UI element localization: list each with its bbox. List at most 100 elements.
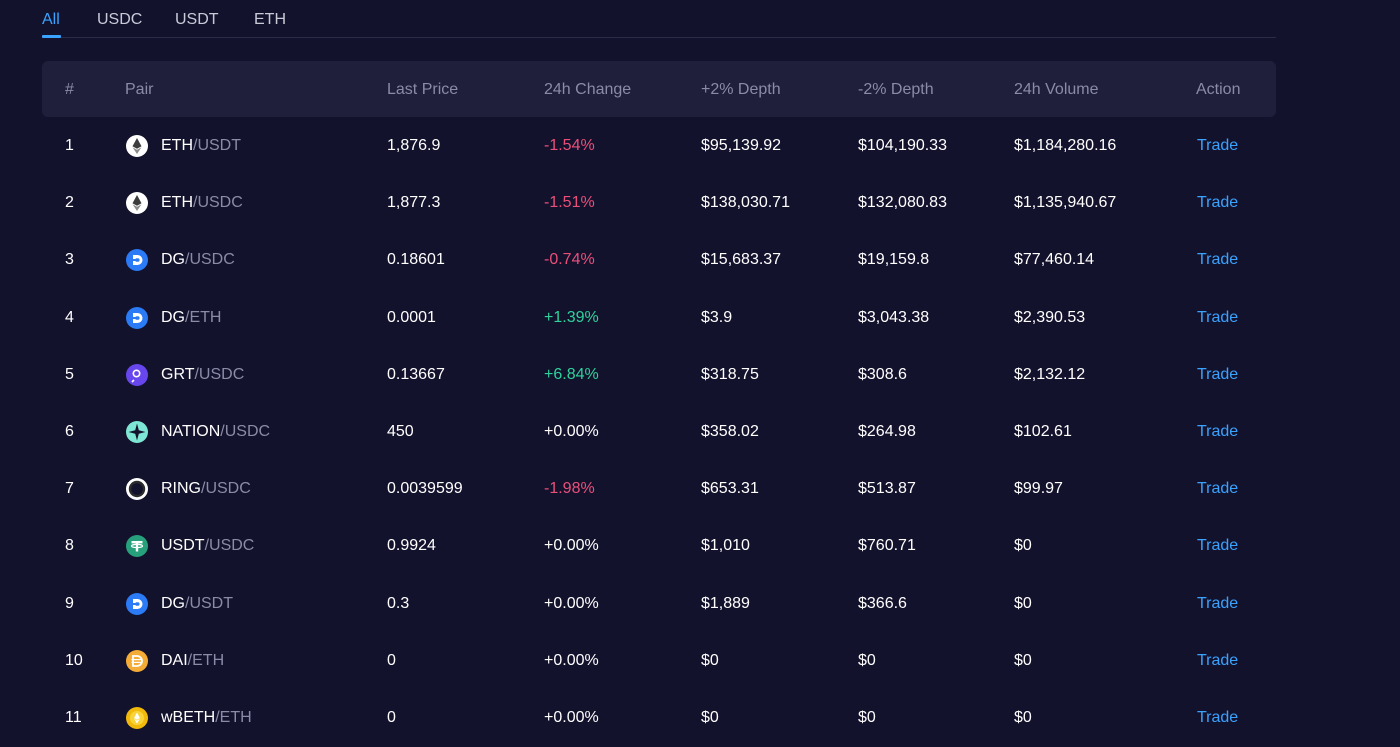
trade-link[interactable]: Trade xyxy=(1197,537,1239,555)
change-24h: -1.98% xyxy=(544,480,595,498)
trade-link[interactable]: Trade xyxy=(1197,480,1239,498)
minus-2-depth: $0 xyxy=(858,651,876,669)
row-rank: 9 xyxy=(65,594,74,612)
table-row[interactable]: 9 DG/USDT 0.3 +0.00% $1,889 $366.6 $0 Trade xyxy=(42,576,1276,633)
table-header: # Pair Last Price 24h Change +2% Depth -… xyxy=(42,61,1276,117)
pair-name[interactable]: ETH/USDC xyxy=(161,194,243,212)
plus-2-depth: $653.31 xyxy=(701,480,759,498)
pair-quote: /USDT xyxy=(193,137,241,154)
pair-name[interactable]: USDT/USDC xyxy=(161,537,254,555)
quote-filter-tabs: All USDC USDT ETH xyxy=(42,0,1276,38)
plus-2-depth: $1,010 xyxy=(701,537,750,555)
volume-24h: $77,460.14 xyxy=(1014,251,1095,269)
pair-quote: /USDC xyxy=(201,480,251,498)
change-24h: +0.00% xyxy=(544,537,599,555)
last-price: 450 xyxy=(387,422,414,440)
header-last-price: Last Price xyxy=(387,81,459,98)
change-24h: +0.00% xyxy=(544,651,599,669)
pair-name[interactable]: ETH/USDT xyxy=(161,137,241,155)
row-rank: 2 xyxy=(65,194,74,212)
change-24h: -1.54% xyxy=(544,137,595,154)
minus-2-depth: $3,043.38 xyxy=(858,308,930,326)
trade-link[interactable]: Trade xyxy=(1197,422,1239,440)
pair-base: DAI xyxy=(161,651,188,669)
row-rank: 5 xyxy=(65,365,74,383)
volume-24h: $0 xyxy=(1014,537,1032,555)
volume-24h: $102.61 xyxy=(1014,422,1072,440)
trade-link[interactable]: Trade xyxy=(1197,137,1239,154)
header-action: Action xyxy=(1196,81,1241,98)
minus-2-depth: $366.6 xyxy=(858,594,907,612)
row-rank: 4 xyxy=(65,308,74,326)
trade-link[interactable]: Trade xyxy=(1197,308,1239,326)
last-price: 0.0001 xyxy=(387,308,436,326)
tab-usdt[interactable]: USDT xyxy=(175,11,219,28)
table-row[interactable]: 3 DG/USDC 0.18601 -0.74% $15,683.37 $19,159.8… xyxy=(42,232,1276,289)
change-24h: -0.74% xyxy=(544,251,595,269)
pair-quote: /USDC xyxy=(220,422,271,440)
table-row[interactable]: 10 DAI/ETH 0 +0.00% $0 $0 $0 Trade xyxy=(42,633,1276,690)
dg-icon xyxy=(126,306,148,329)
header-rank: # xyxy=(65,81,74,98)
last-price: 0 xyxy=(387,708,396,726)
header-24h-volume: 24h Volume xyxy=(1014,81,1099,98)
minus-2-depth: $308.6 xyxy=(858,365,907,383)
pair-quote: /USDC xyxy=(193,194,243,212)
volume-24h: $2,390.53 xyxy=(1014,308,1086,326)
change-24h: +0.00% xyxy=(544,594,599,612)
pair-name[interactable]: DG/ETH xyxy=(161,309,221,327)
row-rank: 6 xyxy=(65,422,74,440)
row-rank: 7 xyxy=(65,480,74,498)
volume-24h: $0 xyxy=(1014,708,1032,726)
last-price: 0.13667 xyxy=(387,365,445,383)
last-price: 0.9924 xyxy=(387,537,436,555)
plus-2-depth: $0 xyxy=(701,651,719,669)
pair-name[interactable]: wBETH/ETH xyxy=(161,709,252,727)
trade-link[interactable]: Trade xyxy=(1197,708,1239,726)
trade-link[interactable]: Trade xyxy=(1197,651,1239,669)
minus-2-depth: $264.98 xyxy=(858,422,916,440)
markets-table-body: 1 ETH/USDT 1,876.9 -1.54% $95,139.92 $104,190… xyxy=(42,118,1276,747)
volume-24h: $99.97 xyxy=(1014,480,1063,498)
dg-icon xyxy=(126,249,148,272)
table-row[interactable]: 2 ETH/USDC 1,877.3 -1.51% $138,030.71 $132,08… xyxy=(42,175,1276,232)
table-row[interactable]: 1 ETH/USDT 1,876.9 -1.54% $95,139.92 $104,190… xyxy=(42,118,1276,175)
plus-2-depth: $138,030.71 xyxy=(701,194,790,212)
usdt-icon xyxy=(126,535,148,558)
tab-all[interactable]: All xyxy=(42,11,60,28)
change-24h: +1.39% xyxy=(544,308,599,326)
tab-eth[interactable]: ETH xyxy=(254,11,286,28)
trade-link[interactable]: Trade xyxy=(1197,251,1239,269)
pair-quote: /USDC xyxy=(204,537,255,555)
pair-name[interactable]: NATION/USDC xyxy=(161,423,270,441)
plus-2-depth: $15,683.37 xyxy=(701,251,782,269)
plus-2-depth: $95,139.92 xyxy=(701,137,782,154)
pair-quote: /USDC xyxy=(194,365,245,383)
table-row[interactable]: 8 USDT/USDC 0.9924 +0.00% $1,010 $760.71 $0 Tra… xyxy=(42,518,1276,575)
tab-usdc[interactable]: USDC xyxy=(97,11,143,28)
dg-icon xyxy=(126,592,148,615)
table-row[interactable]: 5 GRT/USDC 0.13667 +6.84% $318.75 $308.6 $2,13… xyxy=(42,347,1276,404)
pair-name[interactable]: DG/USDT xyxy=(161,595,233,613)
plus-2-depth: $318.75 xyxy=(701,365,759,383)
trade-link[interactable]: Trade xyxy=(1197,594,1239,612)
pair-name[interactable]: DAI/ETH xyxy=(161,652,224,670)
plus-2-depth: $3.9 xyxy=(701,308,733,326)
pair-quote: /USDT xyxy=(185,594,233,612)
volume-24h: $1,184,280.16 xyxy=(1014,137,1117,154)
pair-name[interactable]: DG/USDC xyxy=(161,251,235,269)
pair-quote: /ETH xyxy=(185,308,222,326)
minus-2-depth: $132,080.83 xyxy=(858,194,947,212)
pair-name[interactable]: GRT/USDC xyxy=(161,366,244,384)
change-24h: -1.51% xyxy=(544,194,595,212)
trade-link[interactable]: Trade xyxy=(1197,194,1239,212)
table-row[interactable]: 7 RING/USDC 0.0039599 -1.98% $653.31 $513.87 $… xyxy=(42,461,1276,518)
table-row[interactable]: 6 NATION/USDC 450 +0.00% $358.02 $264.98 $102.… xyxy=(42,404,1276,461)
pair-name[interactable]: RING/USDC xyxy=(161,480,251,498)
table-row[interactable]: 11 wBETH/ETH 0 +0.00% $0 $0 $0 Trade xyxy=(42,690,1276,747)
trade-link[interactable]: Trade xyxy=(1197,365,1239,383)
last-price: 1,877.3 xyxy=(387,194,441,212)
header-pair: Pair xyxy=(125,81,154,98)
minus-2-depth: $760.71 xyxy=(858,537,916,555)
table-row[interactable]: 4 DG/ETH 0.0001 +1.39% $3.9 $3,043.38 $2,390.5… xyxy=(42,290,1276,347)
